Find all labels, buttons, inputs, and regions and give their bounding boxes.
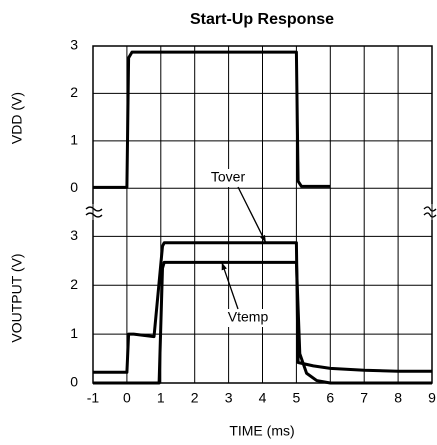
y-axis-label: VOUTPUT (V): [9, 253, 25, 342]
y-tick-label: 1: [70, 325, 78, 341]
y-tick-label: 3: [70, 37, 78, 53]
annotation-arrow: [237, 186, 267, 244]
y-tick-label: 2: [70, 276, 78, 292]
annotation: Vtemp: [228, 309, 269, 325]
x-tick-label: -1: [87, 390, 100, 406]
annotation: Tover: [211, 169, 246, 185]
x-tick-label: 4: [259, 390, 267, 406]
axis-break: [84, 204, 437, 220]
data-line: [93, 260, 432, 385]
x-tick-label: 6: [326, 390, 334, 406]
x-tick-label: 2: [191, 390, 199, 406]
data-line: [93, 241, 432, 374]
x-tick-label: 3: [225, 390, 233, 406]
x-tick-label: 1: [157, 390, 165, 406]
x-tick-label: 0: [123, 390, 131, 406]
annotation-bg: [226, 309, 270, 327]
x-axis-label: TIME (ms): [229, 423, 294, 439]
x-tick-label: 8: [394, 390, 402, 406]
arrow-head: [260, 234, 266, 243]
y-tick-label: 3: [70, 227, 78, 243]
annotation-arrow: [221, 262, 239, 310]
data-line: [93, 50, 331, 189]
y-axis-label: VDD (V): [9, 92, 25, 144]
y-tick-label: 2: [70, 84, 78, 100]
annotation-bg: [206, 169, 250, 187]
y-tick-label: 1: [70, 132, 78, 148]
x-tick-label: 7: [360, 390, 368, 406]
y-tick-label: 0: [70, 179, 78, 195]
x-tick-label: 5: [293, 390, 301, 406]
x-tick-label: 9: [428, 390, 436, 406]
chart-title: Start-Up Response: [190, 11, 334, 28]
y-tick-label: 0: [70, 374, 78, 390]
arrow-head: [221, 262, 227, 271]
